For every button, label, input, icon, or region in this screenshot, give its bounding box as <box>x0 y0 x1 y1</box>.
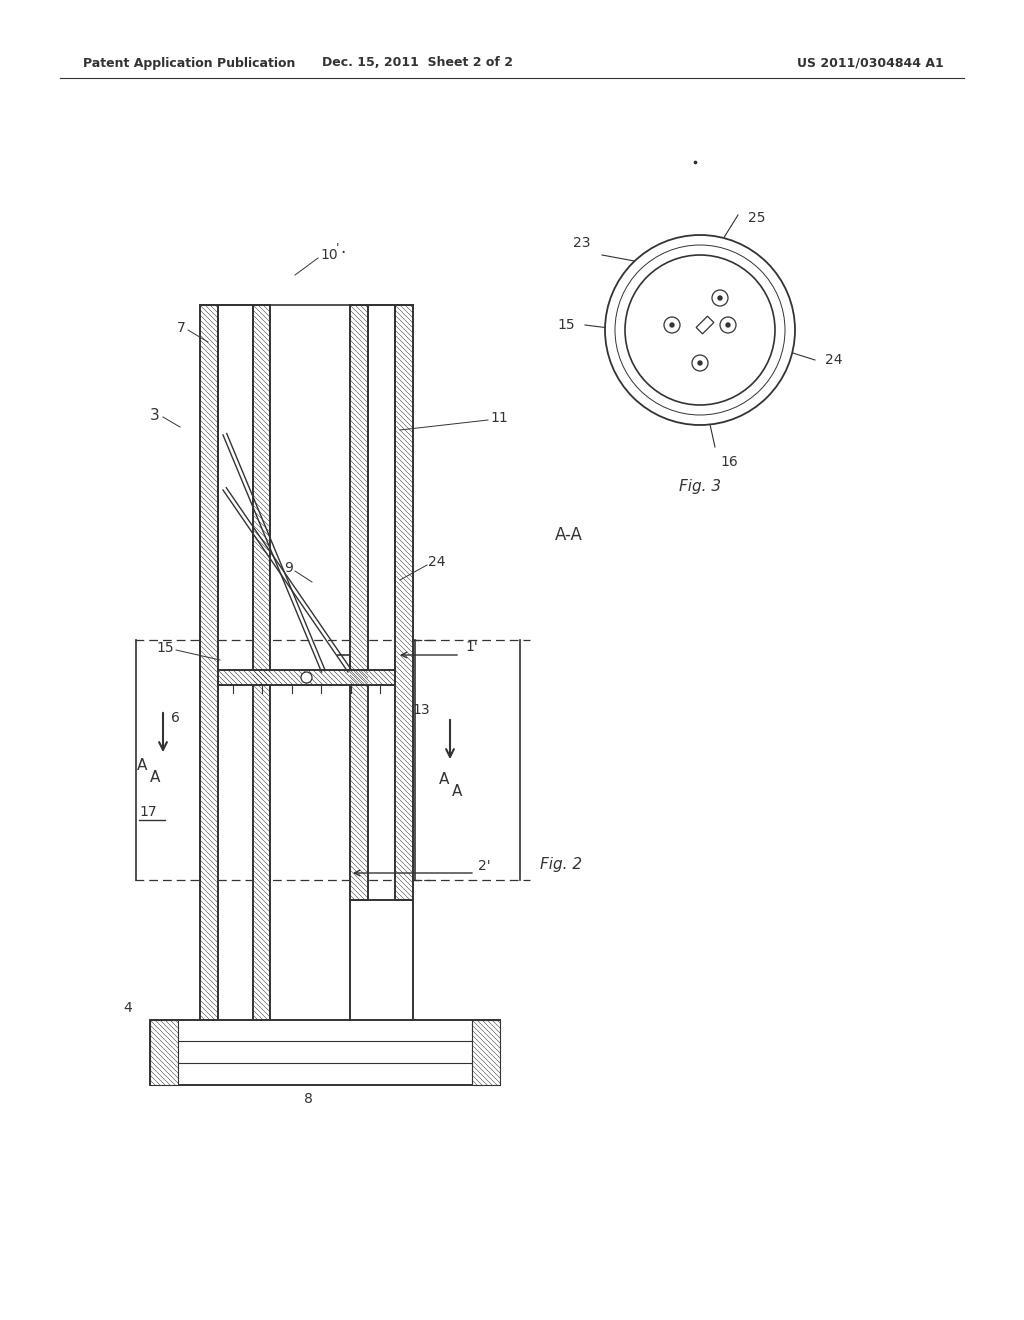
Text: Fig. 3: Fig. 3 <box>679 479 721 495</box>
Text: 13: 13 <box>413 704 430 717</box>
Text: 15: 15 <box>557 318 575 333</box>
Circle shape <box>718 296 722 300</box>
Text: Patent Application Publication: Patent Application Publication <box>83 57 295 70</box>
Text: ': ' <box>336 243 340 256</box>
Circle shape <box>720 317 736 333</box>
Text: 2': 2' <box>478 859 490 873</box>
Bar <box>472 1020 500 1085</box>
Bar <box>200 305 218 1020</box>
Text: 10: 10 <box>319 248 338 261</box>
Bar <box>253 305 270 1020</box>
Circle shape <box>625 255 775 405</box>
Text: Dec. 15, 2011  Sheet 2 of 2: Dec. 15, 2011 Sheet 2 of 2 <box>323 57 513 70</box>
Text: 23: 23 <box>572 236 590 249</box>
Text: 6: 6 <box>171 711 180 725</box>
Bar <box>395 305 413 900</box>
Bar <box>150 1020 178 1085</box>
Circle shape <box>712 290 728 306</box>
Text: A: A <box>137 758 147 772</box>
Text: 25: 25 <box>748 211 766 224</box>
Text: 8: 8 <box>303 1092 312 1106</box>
Text: 9: 9 <box>284 561 293 576</box>
Text: 3: 3 <box>151 408 160 422</box>
Text: A: A <box>150 771 160 785</box>
Text: 24: 24 <box>825 352 843 367</box>
Bar <box>350 305 368 900</box>
Text: 17: 17 <box>139 805 157 818</box>
Text: 7: 7 <box>177 321 186 335</box>
Text: 15: 15 <box>157 642 174 655</box>
Text: A: A <box>452 784 462 800</box>
Text: US 2011/0304844 A1: US 2011/0304844 A1 <box>797 57 943 70</box>
Circle shape <box>615 246 785 414</box>
Text: 24: 24 <box>428 554 445 569</box>
Text: 16: 16 <box>720 455 737 469</box>
Circle shape <box>698 360 702 366</box>
Text: .: . <box>340 239 345 257</box>
Polygon shape <box>696 317 714 334</box>
Text: A: A <box>439 771 450 787</box>
Circle shape <box>726 323 730 327</box>
Text: 1': 1' <box>465 640 478 653</box>
Text: A-A: A-A <box>555 525 583 544</box>
Circle shape <box>605 235 795 425</box>
Circle shape <box>301 672 312 682</box>
Circle shape <box>664 317 680 333</box>
Circle shape <box>692 355 708 371</box>
Bar <box>218 671 395 685</box>
Circle shape <box>670 323 674 327</box>
Text: Fig. 2: Fig. 2 <box>540 858 582 873</box>
Text: 4: 4 <box>123 1001 132 1015</box>
Bar <box>150 1020 500 1085</box>
Text: 11: 11 <box>490 411 508 425</box>
